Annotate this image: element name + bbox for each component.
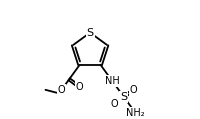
Text: O: O: [110, 99, 118, 109]
Text: S: S: [120, 92, 127, 102]
Text: O: O: [76, 82, 83, 92]
Text: O: O: [130, 85, 137, 95]
Text: S: S: [87, 28, 94, 38]
Text: NH₂: NH₂: [126, 108, 145, 118]
Text: O: O: [57, 85, 65, 95]
Text: NH: NH: [105, 76, 120, 86]
